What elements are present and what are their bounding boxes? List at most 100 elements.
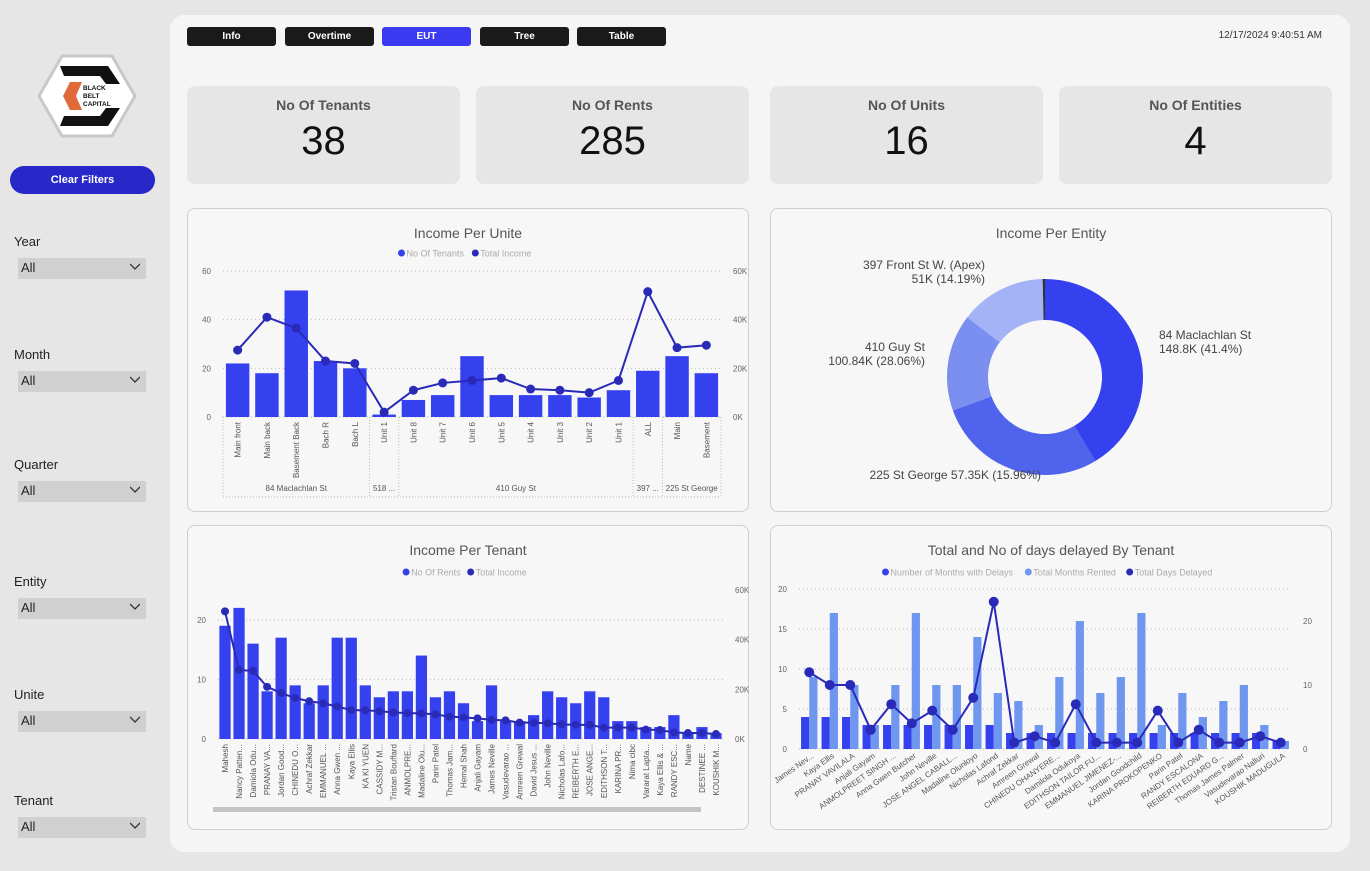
legend-item: Total Income <box>480 249 531 259</box>
bar <box>1178 693 1187 749</box>
kpi-card: No Of Entities 4 <box>1059 86 1332 184</box>
x-tick-label: Kaya Ellis & ... <box>656 744 665 796</box>
y2-tick-label: 0K <box>733 413 743 422</box>
tab-info[interactable]: Info <box>187 27 276 46</box>
x-tick-label: ANMOLPRE... <box>403 744 412 796</box>
line-point <box>968 692 979 703</box>
chevron-down-icon <box>130 716 140 723</box>
filter-dropdown-tenant[interactable]: All <box>18 817 146 838</box>
line-point <box>350 358 360 368</box>
bar <box>965 725 974 749</box>
kpi-card: No Of Tenants 38 <box>187 86 460 184</box>
x-tick-label: Unit 1 <box>614 421 623 442</box>
line-point <box>501 716 510 725</box>
dropdown-value: All <box>21 819 36 834</box>
line-point <box>319 699 328 708</box>
x-tick-label: Bach R <box>322 422 331 448</box>
y-tick-label: 40 <box>202 316 211 325</box>
x-tick-label: JOSE ANGE... <box>586 744 595 796</box>
bar <box>255 373 279 417</box>
bar <box>1116 677 1125 749</box>
line-point <box>333 702 342 711</box>
line-point <box>291 694 300 703</box>
tab-overtime[interactable]: Overtime <box>285 27 374 46</box>
dropdown-value: All <box>21 713 36 728</box>
x-tick-label: Anjali Gayam <box>474 744 483 792</box>
line-point <box>1091 737 1102 748</box>
filter-dropdown-quarter[interactable]: All <box>18 481 146 502</box>
y2-tick-label: 0 <box>1303 745 1308 754</box>
x-tick-label: PRANAY VA... <box>263 744 272 795</box>
filter-dropdown-month[interactable]: All <box>18 371 146 392</box>
legend-item: Number of Months with Delays <box>891 568 1014 578</box>
line-point <box>417 709 426 718</box>
x-tick-label: Unit 3 <box>556 421 565 442</box>
tab-eut[interactable]: EUT <box>382 27 471 46</box>
svg-text:BLACK: BLACK <box>83 85 106 92</box>
bar <box>973 637 982 749</box>
line-point <box>1029 731 1040 742</box>
bar <box>471 721 484 739</box>
line-point <box>347 706 356 715</box>
x-tick-label: CHINEDU O... <box>291 744 300 796</box>
bar <box>1014 701 1023 749</box>
logo: BLACK BELT CAPITAL <box>37 54 137 138</box>
bar <box>317 685 329 739</box>
line-point <box>1214 737 1225 748</box>
filter-dropdown-year[interactable]: All <box>18 258 146 279</box>
bar <box>932 685 941 749</box>
legend-marker <box>1126 568 1134 576</box>
y-tick-label: 0 <box>783 745 788 754</box>
bar <box>598 697 610 739</box>
filter-dropdown-entity[interactable]: All <box>18 598 146 619</box>
line-point <box>235 665 244 674</box>
y2-tick-label: 40K <box>735 636 750 645</box>
line-point <box>555 385 565 395</box>
slice-value: 148.8K (41.4%) <box>1159 342 1242 356</box>
bar <box>1096 693 1105 749</box>
line-point <box>1050 737 1061 748</box>
bar <box>694 373 719 417</box>
filter-label: Entity <box>14 574 47 589</box>
line-point <box>627 723 636 732</box>
income-per-tenant-chart: No Of Rents Total Income 0 10 20 0K 20K 40K 60K M… <box>197 568 750 812</box>
chevron-down-icon <box>130 376 140 383</box>
x-tick-label: Nima cibc <box>628 744 637 779</box>
bar <box>1190 733 1199 749</box>
clear-filters-button[interactable]: Clear Filters <box>10 166 155 194</box>
svg-text:CAPITAL: CAPITAL <box>83 101 111 108</box>
line-point <box>445 712 454 721</box>
legend-marker <box>467 568 475 576</box>
slice-label: 225 St George 57.35K (15.96%) <box>870 468 1041 482</box>
bar <box>842 717 851 749</box>
x-tick-label: Hemal Shah <box>459 744 468 788</box>
x-tick-label: Unit 7 <box>439 421 448 442</box>
y-tick-label: 10 <box>197 675 206 684</box>
bar <box>485 685 498 739</box>
bar <box>1252 733 1261 749</box>
kpi-value: 4 <box>1184 119 1207 163</box>
line-point <box>1234 737 1245 748</box>
days-delayed-chart: Number of Months with Delays Total Months… <box>772 568 1312 812</box>
bar <box>903 725 912 749</box>
filter-dropdown-unite[interactable]: All <box>18 711 146 732</box>
horizontal-scrollbar[interactable] <box>213 807 701 812</box>
kpi-card: No Of Units 16 <box>770 86 1043 184</box>
x-tick-label: James Neville <box>488 743 497 793</box>
x-tick-label: Basement Back <box>292 421 301 478</box>
donut-slice <box>967 279 1044 343</box>
bar <box>584 691 596 739</box>
bar <box>944 725 953 749</box>
line-point <box>865 724 876 735</box>
x-tick-label: Amreen Grewal <box>516 744 525 800</box>
donut-slice <box>947 317 1000 411</box>
tab-tree[interactable]: Tree <box>480 27 569 46</box>
line-point <box>543 719 552 728</box>
tab-table[interactable]: Table <box>577 27 666 46</box>
line-point <box>408 385 418 395</box>
x-tick-label: David Jesus ... <box>530 744 539 796</box>
x-tick-label: REIBERTH E... <box>572 744 581 799</box>
y-tick-label: 20 <box>197 616 206 625</box>
x-tick-label: Unit 1 <box>380 421 389 442</box>
